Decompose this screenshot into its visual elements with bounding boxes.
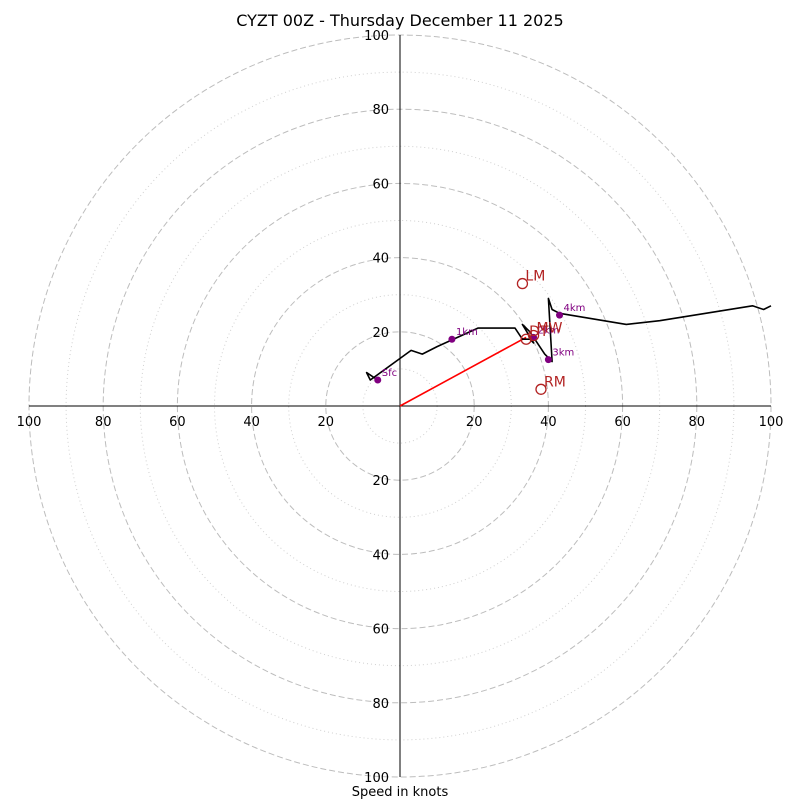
tick-labels: 100 80 60 40 20 20 40 60 80 100 100 80 60 40 20 20 40 60 8… [17,29,784,786]
y-tick-label: 100 [364,29,389,44]
hodograph-trace [365,297,772,381]
height-marker-dot [530,333,538,341]
height-marker-label: 1km [456,327,478,338]
y-tick-label: 20 [372,474,389,489]
storm-motion-marker [535,383,547,395]
storm-motion-marker [520,333,532,345]
height-marker-dot [556,311,564,319]
height-marker-label: 2km [538,325,560,336]
x-tick-label: 40 [243,415,260,430]
storm-motion-label: DT [529,324,549,340]
hodograph-series [365,297,772,407]
x-tick-label: 60 [614,415,631,430]
x-axis-label: Speed in knots [352,785,449,800]
storm-motion-label: LM [525,269,545,285]
x-tick-label: 100 [759,415,784,430]
x-tick-label: 20 [318,415,335,430]
height-marker-label: 3km [552,348,574,359]
y-tick-label: 40 [372,548,389,563]
y-tick-label: 60 [372,623,389,638]
x-tick-label: 80 [95,415,112,430]
chart-title: CYZT 00Z - Thursday December 11 2025 [236,11,563,30]
shear-vector-line [399,336,527,407]
storm-motion-label: MW [537,321,563,337]
height-marker-label: Sfc [382,368,397,379]
storm-motion-label: RM [544,374,566,390]
storm-motion-marker [516,277,529,290]
y-tick-label: 100 [364,771,389,786]
storm-motions: LM MW RM DT [516,269,566,395]
y-tick-label: 80 [372,103,389,118]
height-markers: Sfc 1km 2km 3km 4km [374,303,586,384]
height-marker-dot [374,376,382,384]
x-tick-label: 80 [689,415,706,430]
height-marker-dot [544,356,552,364]
y-tick-label: 80 [372,697,389,712]
height-marker-dot [448,335,456,343]
x-tick-label: 20 [466,415,483,430]
height-marker-label: 4km [564,303,586,314]
x-tick-label: 40 [540,415,557,430]
x-tick-label: 60 [169,415,186,430]
y-tick-label: 60 [372,177,389,192]
y-tick-label: 20 [372,326,389,341]
x-tick-label: 100 [17,415,42,430]
y-tick-label: 40 [372,252,389,267]
